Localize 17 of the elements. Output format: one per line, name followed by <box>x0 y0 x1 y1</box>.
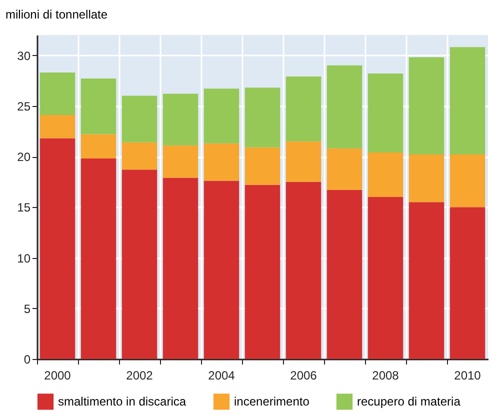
x-tick-label: 2010 <box>454 368 482 382</box>
y-tick-label: 20 <box>17 150 31 164</box>
y-tick-label: 30 <box>17 48 31 63</box>
y-tick-label: 5 <box>24 302 31 316</box>
y-tick-label: 15 <box>17 200 31 215</box>
legend-label: smaltimento in discarica <box>58 394 186 409</box>
y-tick-label: 0 <box>24 352 31 366</box>
x-tick-label: 2002 <box>126 368 154 382</box>
x-tick-label: 2004 <box>208 368 236 382</box>
x-tick-label: 2008 <box>372 368 400 382</box>
legend-label: incenerimento <box>234 394 310 409</box>
legend-label: recupero di materia <box>357 394 461 409</box>
x-tick-label: 2000 <box>44 368 72 382</box>
y-tick-label: 10 <box>17 251 31 266</box>
x-tick-label: 2006 <box>290 368 318 382</box>
y-axis-title: milioni di tonnellate <box>6 8 108 22</box>
y-tick-label: 25 <box>17 99 31 114</box>
